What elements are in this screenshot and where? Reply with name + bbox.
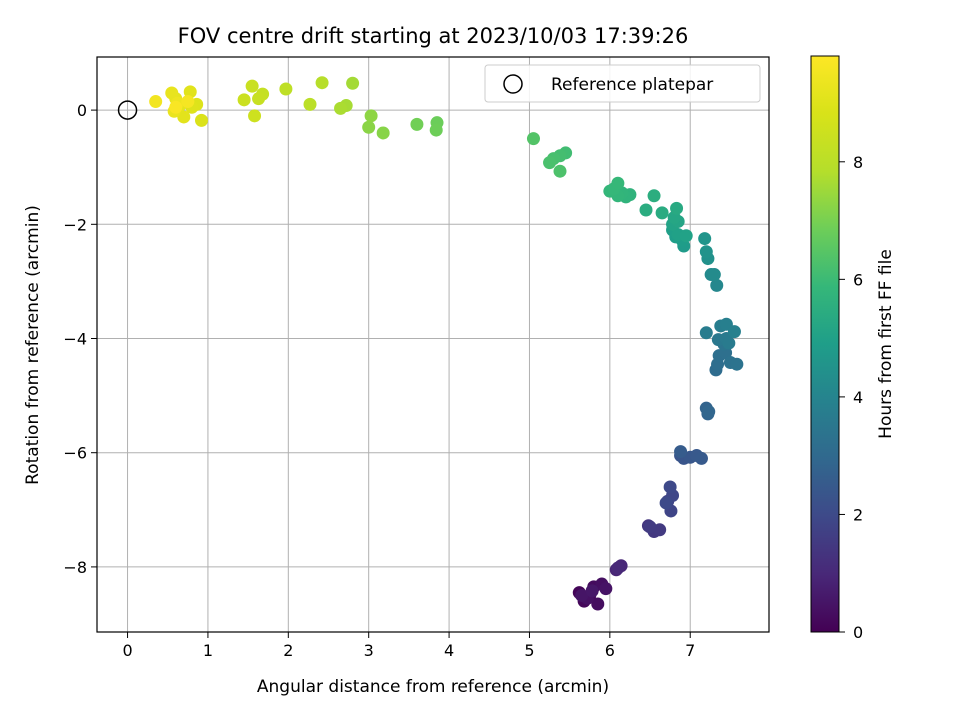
data-point	[315, 76, 329, 90]
data-point	[659, 496, 673, 510]
legend-box	[484, 64, 761, 103]
data-point	[611, 176, 625, 190]
data-point	[730, 357, 744, 371]
y-tick-label: −2	[63, 215, 87, 234]
data-point	[165, 86, 179, 100]
data-point	[237, 93, 251, 107]
data-point	[727, 325, 741, 339]
x-tick-label: 6	[605, 641, 615, 660]
data-point	[194, 113, 208, 127]
data-point	[252, 92, 266, 106]
data-point	[183, 85, 197, 99]
data-point	[699, 326, 713, 340]
data-point	[699, 245, 713, 259]
data-point	[429, 123, 443, 137]
y-axis-label: Rotation from reference (arcmin)	[23, 205, 43, 485]
data-point	[670, 201, 684, 215]
x-tick-label: 0	[122, 641, 132, 660]
legend-marker	[503, 74, 523, 94]
legend-entry-reference: Reference platepar	[551, 75, 713, 95]
x-tick-label: 4	[444, 641, 454, 660]
colorbar-tick-label: 0	[853, 623, 863, 642]
data-point	[303, 97, 317, 111]
colorbar-tick-label: 2	[853, 505, 863, 524]
data-point	[599, 582, 613, 596]
y-tick-label: −4	[63, 330, 87, 349]
data-point	[698, 232, 712, 246]
colorbar-label: Hours from first FF file	[876, 249, 896, 439]
colorbar: 0 2 4 6 8 Hours from first FF file	[810, 55, 896, 642]
colorbar-tick-label: 8	[853, 153, 863, 172]
colorbar-tick-label: 6	[853, 270, 863, 289]
plot-frame	[96, 56, 770, 633]
y-tick-label: −8	[63, 558, 87, 577]
data-point	[245, 79, 259, 93]
colorbar-ticks: 0 2 4 6 8	[839, 153, 863, 642]
chart-title: FOV centre drift starting at 2023/10/03 …	[178, 24, 689, 48]
data-point	[663, 480, 677, 494]
data-point	[169, 100, 183, 114]
y-tick-label: −6	[63, 444, 87, 463]
grid	[97, 57, 769, 632]
data-point	[248, 109, 262, 123]
reference-layer	[117, 100, 138, 120]
data-point	[702, 405, 716, 419]
colorbar-tick-label: 4	[853, 388, 863, 407]
data-point	[149, 95, 163, 109]
data-point	[177, 110, 191, 124]
x-axis-ticks: 0 1 2 3 4 5 6 7	[122, 632, 695, 660]
data-point	[710, 278, 724, 292]
data-point	[647, 189, 661, 203]
data-point	[694, 451, 708, 465]
data-point	[181, 95, 195, 109]
data-point	[376, 126, 390, 140]
data-point	[679, 229, 693, 243]
data-point	[655, 206, 669, 220]
x-tick-label: 5	[524, 641, 534, 660]
legend: Reference platepar	[484, 64, 761, 103]
data-point	[553, 164, 567, 178]
data-points	[149, 76, 744, 611]
data-point	[364, 109, 378, 123]
data-point	[585, 584, 599, 598]
x-tick-label: 1	[203, 641, 213, 660]
y-axis-ticks: 0 −2 −4 −6 −8	[63, 101, 97, 577]
x-axis-label: Angular distance from reference (arcmin)	[257, 677, 609, 697]
data-point	[362, 120, 376, 134]
data-point	[543, 156, 557, 170]
y-tick-label: 0	[77, 101, 87, 120]
colorbar-gradient	[810, 55, 840, 633]
data-point	[674, 445, 688, 459]
data-point	[526, 132, 540, 146]
reference-platepar-marker	[117, 100, 138, 120]
data-point	[346, 76, 360, 90]
data-point	[575, 588, 589, 602]
x-tick-label: 3	[364, 641, 374, 660]
x-tick-label: 2	[283, 641, 293, 660]
data-point	[707, 268, 721, 282]
data-point	[722, 336, 736, 350]
data-point	[643, 520, 657, 534]
data-point	[639, 203, 653, 217]
x-tick-label: 7	[685, 641, 695, 660]
data-point	[334, 101, 348, 115]
data-point	[591, 597, 605, 611]
data-point	[279, 82, 293, 96]
data-point	[611, 561, 625, 575]
data-point	[410, 117, 424, 131]
